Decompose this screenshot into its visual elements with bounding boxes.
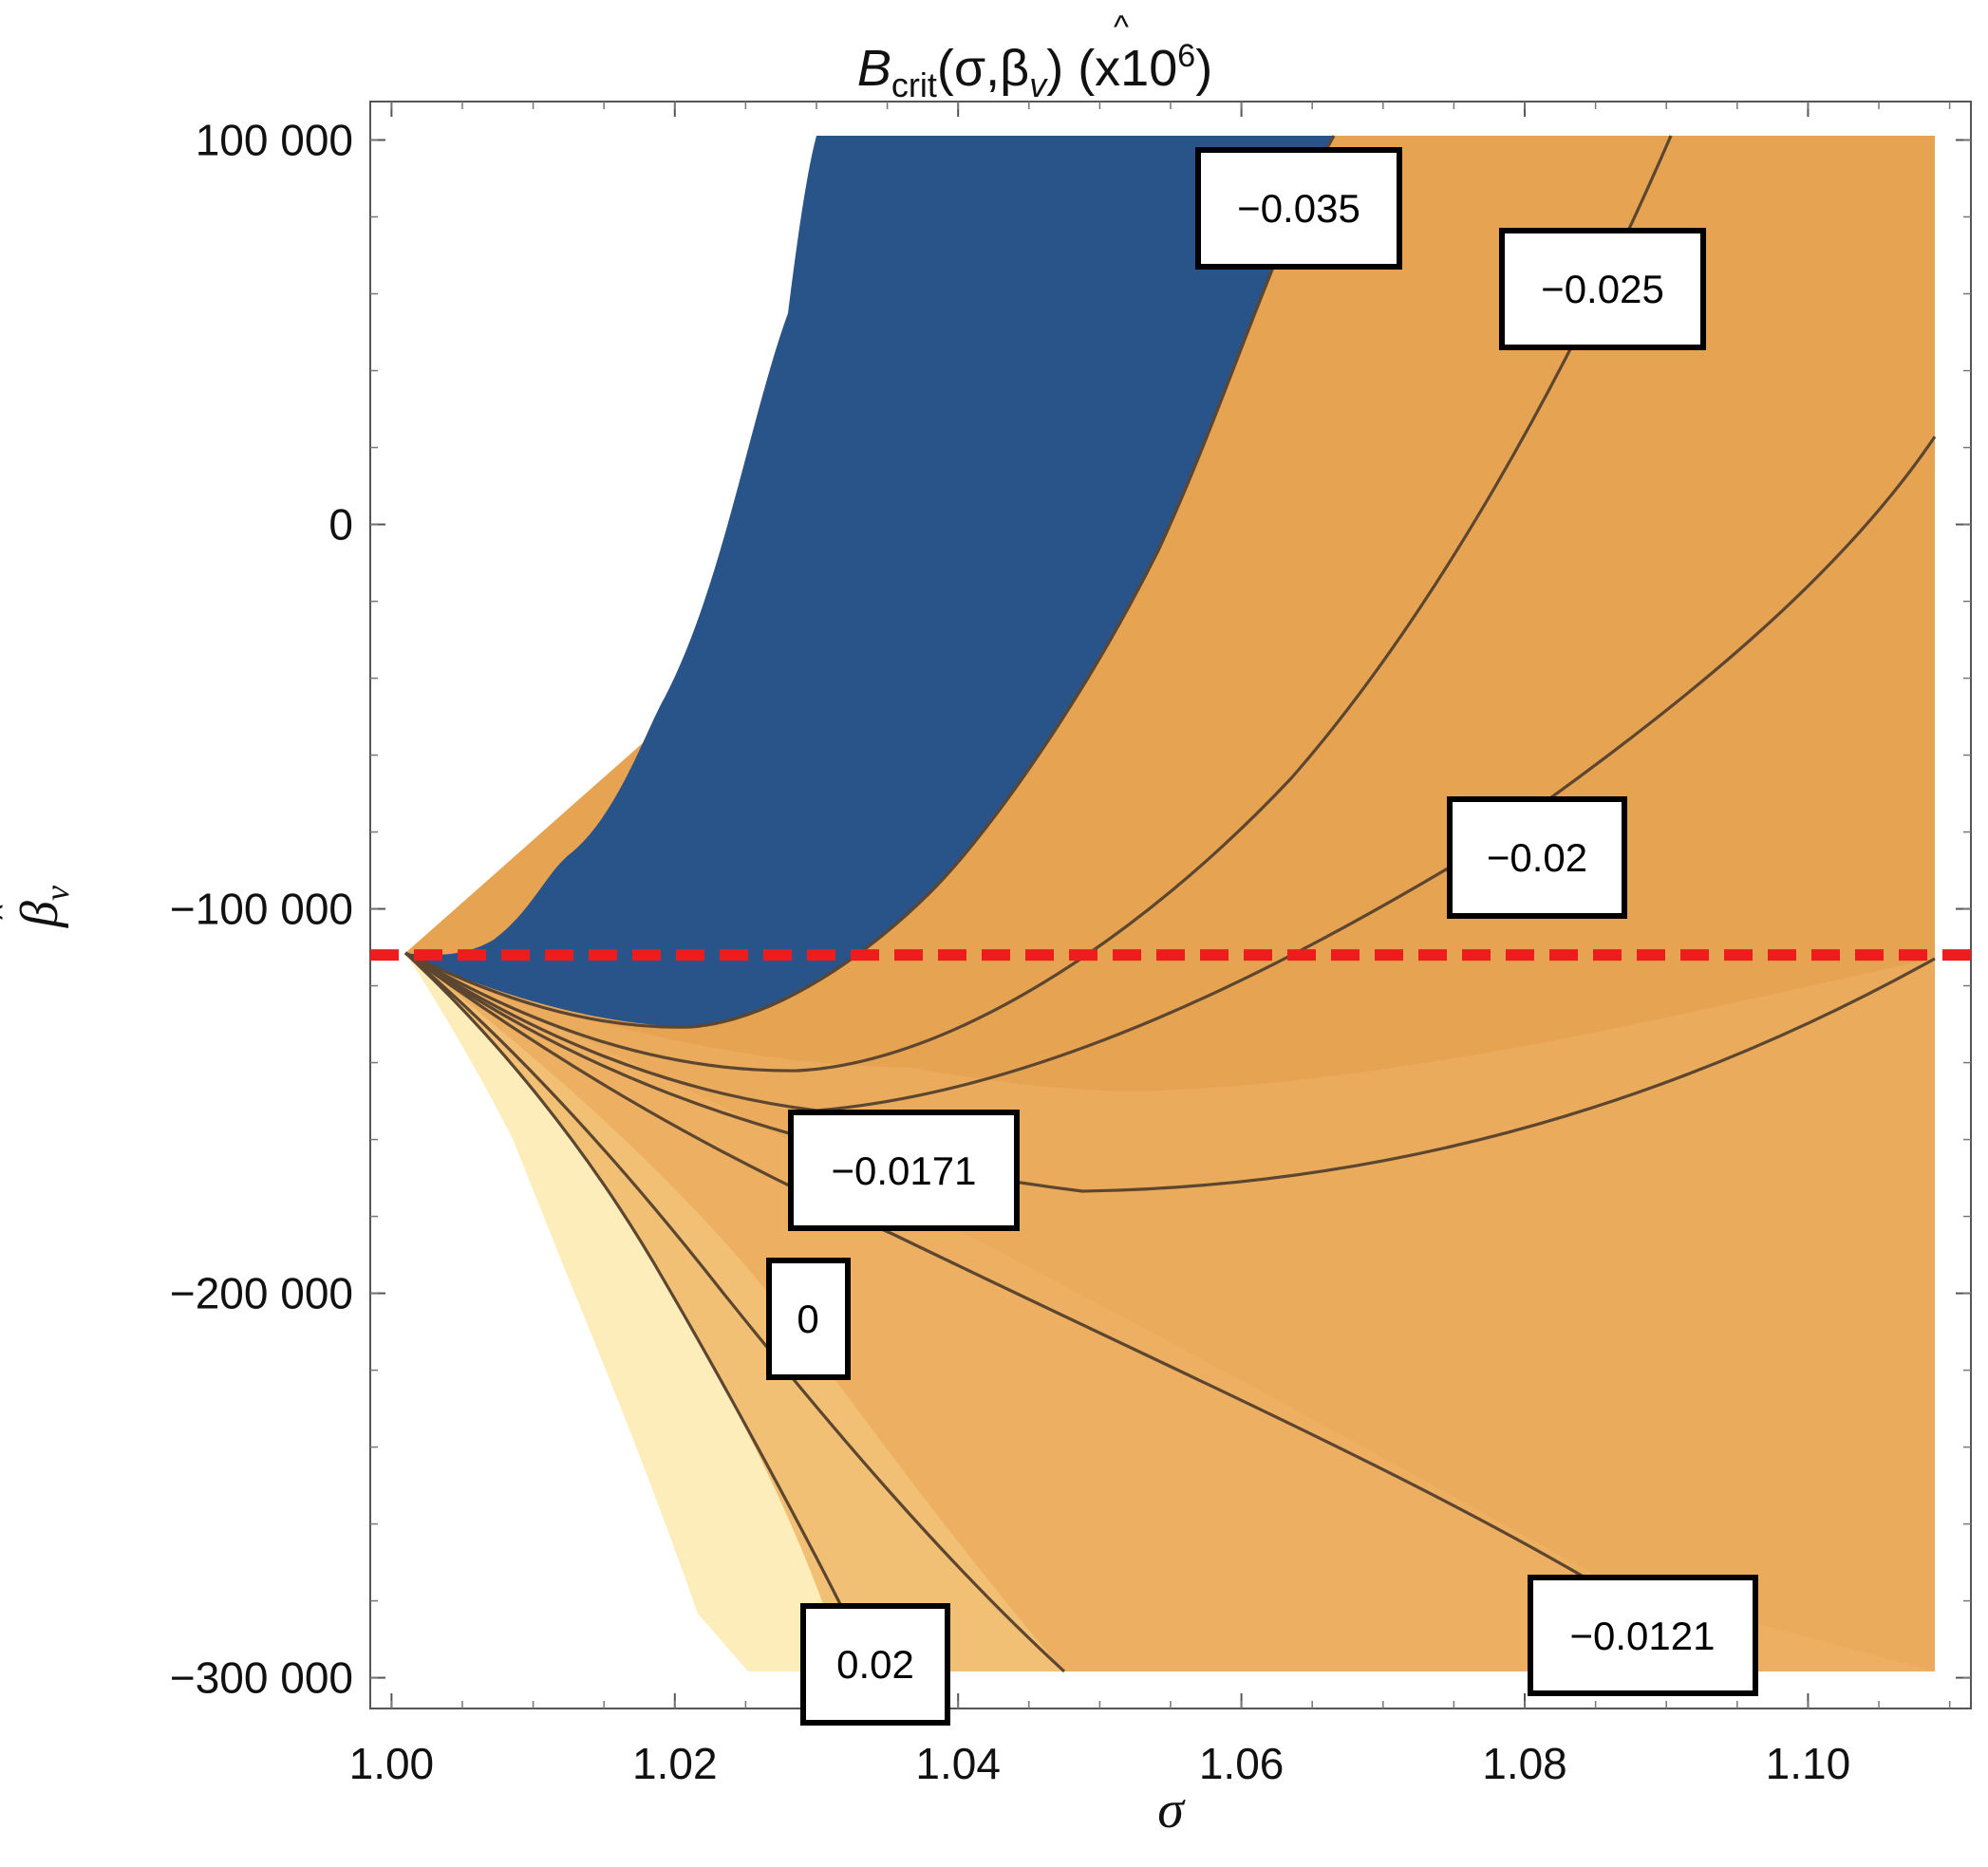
- x-tick-label: 1.08: [1482, 1739, 1567, 1788]
- axis-tick-labels: 1.00 1.02 1.04 1.06 1.08 1.10 100 000 0 −100 000…: [170, 116, 1850, 1788]
- contour-line-neg0025: [404, 135, 1673, 1073]
- x-tick-label: 1.06: [1199, 1739, 1285, 1788]
- contour-line-neg00171: [404, 951, 1936, 1193]
- svg-text:−0.02: −0.02: [1487, 835, 1587, 880]
- contour-label-neg0035: −0.035: [1195, 147, 1402, 270]
- contour-line-0: [403, 951, 1066, 1673]
- svg-text:0.02: 0.02: [836, 1642, 914, 1687]
- contour-line-neg00121: [404, 951, 1615, 1596]
- svg-text:0: 0: [797, 1297, 818, 1341]
- x-tick-label: 1.04: [915, 1739, 1001, 1788]
- contour-label-neg002: −0.02: [1447, 796, 1627, 919]
- contour-line-002: [403, 951, 847, 1615]
- contour-labels: −0.035 −0.025 −0.02 −0.0171 0 0.02 −0.01…: [766, 147, 1758, 1726]
- x-axis-label: σ: [1157, 1781, 1186, 1839]
- y-tick-label: 100 000: [196, 116, 353, 165]
- contour-lines: [403, 135, 1937, 1673]
- contour-label-neg00171: −0.0171: [788, 1110, 1020, 1231]
- svg-text:βv: βv: [10, 886, 76, 928]
- svg-text:−0.0121: −0.0121: [1570, 1614, 1716, 1658]
- y-tick-label: 0: [328, 500, 353, 550]
- svg-text:−0.0171: −0.0171: [832, 1148, 977, 1193]
- x-tick-label: 1.10: [1766, 1739, 1851, 1788]
- y-axis-label: βv ^: [0, 886, 76, 928]
- x-tick-label: 1.00: [349, 1739, 435, 1788]
- svg-text:^: ^: [0, 905, 21, 920]
- contour-line-neg002: [404, 436, 1937, 1112]
- chart-title: Bcrit(σ,βv) (x106): [857, 38, 1212, 104]
- contour-label-neg0025: −0.025: [1499, 228, 1706, 350]
- title-hat-glyph: ^: [1114, 9, 1129, 46]
- x-tick-label: 1.02: [632, 1739, 718, 1788]
- y-tick-label: −300 000: [170, 1653, 353, 1703]
- contour-label-002: 0.02: [800, 1603, 950, 1726]
- contour-fills: [405, 136, 1935, 1671]
- region-deep-blue: [405, 136, 1334, 1027]
- y-tick-label: −100 000: [170, 885, 353, 934]
- y-tick-label: −200 000: [170, 1269, 353, 1318]
- axis-ticks: [370, 102, 1971, 1708]
- contour-line-neg0035: [404, 135, 1336, 1029]
- contour-label-0: 0: [766, 1258, 851, 1380]
- svg-text:−0.025: −0.025: [1541, 267, 1664, 311]
- svg-text:−0.035: −0.035: [1237, 186, 1360, 231]
- contour-label-neg00121: −0.0121: [1528, 1575, 1758, 1696]
